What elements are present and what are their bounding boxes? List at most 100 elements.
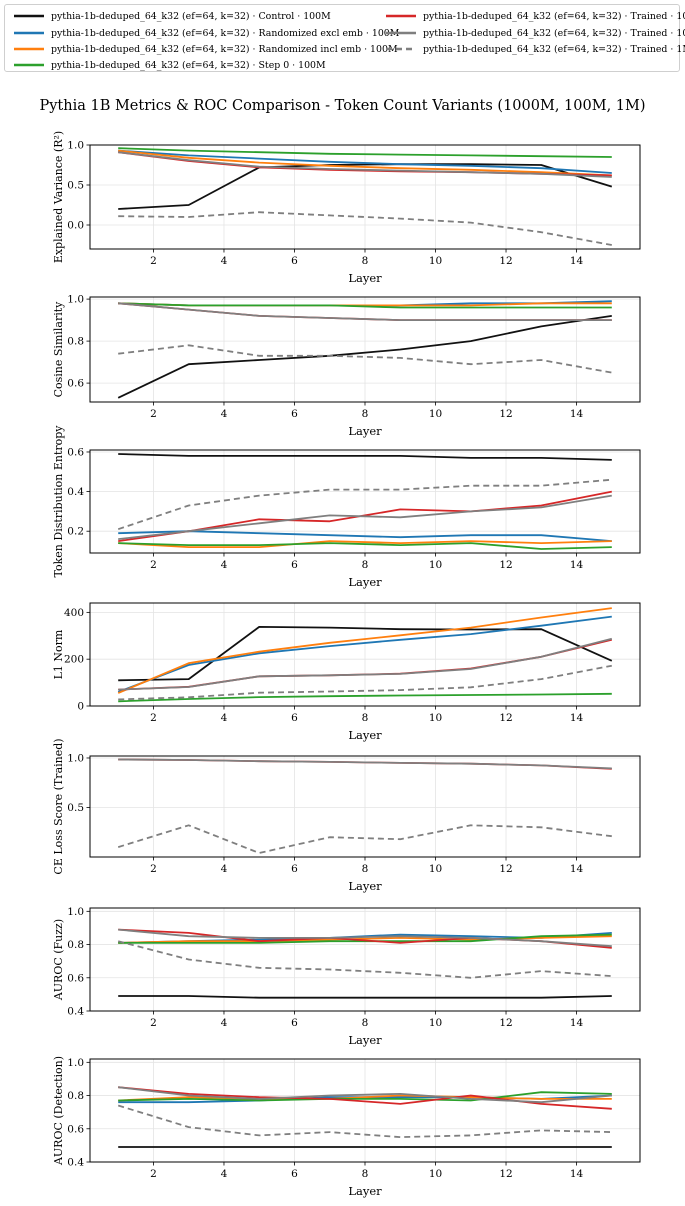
series-line <box>117 607 612 694</box>
series-line <box>117 315 612 399</box>
x-tick-label: 14 <box>570 255 584 267</box>
x-tick-label: 14 <box>570 408 584 420</box>
x-tick-label: 6 <box>291 408 298 420</box>
x-tick-label: 2 <box>150 863 157 875</box>
x-tick-label: 10 <box>429 408 442 420</box>
x-axis-label: Layer <box>348 1184 382 1198</box>
x-tick-label: 2 <box>150 1017 157 1029</box>
x-tick-label: 4 <box>221 712 228 724</box>
series-line <box>118 151 612 178</box>
x-tick-label: 6 <box>291 1168 298 1180</box>
chart-panel: 2 4 6 8 10 12 14 0.4 0.6 0.8 1.0 Layer AUROC (Fuzz) <box>52 906 641 1047</box>
x-axis-label: Layer <box>348 879 382 893</box>
series-line <box>118 211 612 246</box>
x-tick-label: 2 <box>150 408 157 420</box>
x-axis-label: Layer <box>348 1033 382 1047</box>
series-line <box>118 540 612 548</box>
x-tick-label: 8 <box>362 559 369 571</box>
x-tick-label: 4 <box>221 255 228 267</box>
series-line <box>118 1091 612 1102</box>
x-tick-label: 10 <box>429 1168 442 1180</box>
legend-entry: pythia-1b-deduped_64_k32 (ef=64, k=32) ·… <box>13 9 331 23</box>
legend-label: pythia-1b-deduped_64_k32 (ef=64, k=32) ·… <box>51 59 326 71</box>
chart-panel: 2 4 6 8 10 12 14 0.4 0.6 0.8 1.0 Layer AUROC (Detect… <box>52 1056 641 1198</box>
x-tick-label: 6 <box>291 712 298 724</box>
series-line <box>118 542 612 550</box>
x-tick-label: 10 <box>429 1017 442 1029</box>
series-line <box>118 1086 612 1104</box>
x-tick-label: 2 <box>150 1168 157 1180</box>
y-tick-label: 0.8 <box>67 1090 84 1102</box>
x-tick-label: 4 <box>221 1017 228 1029</box>
x-tick-label: 10 <box>429 255 442 267</box>
x-tick-label: 14 <box>570 1168 584 1180</box>
legend: pythia-1b-deduped_64_k32 (ef=64, k=32) ·… <box>4 4 685 72</box>
x-tick-label: 4 <box>221 863 228 875</box>
x-tick-label: 6 <box>291 559 298 571</box>
x-tick-label: 14 <box>570 1017 584 1029</box>
x-tick-label: 14 <box>570 559 584 571</box>
x-tick-label: 12 <box>499 408 512 420</box>
x-tick-label: 12 <box>499 255 512 267</box>
chart-panel: 2 4 6 8 10 12 14 0.6 0.8 1.0 Layer Cosine Similarit… <box>52 294 641 438</box>
y-tick-label: 1.0 <box>67 140 84 152</box>
y-tick-label: 0.4 <box>67 1006 84 1018</box>
series-line <box>118 302 612 322</box>
x-tick-label: 14 <box>570 712 584 724</box>
series-line <box>118 147 612 158</box>
series-line <box>117 478 612 531</box>
x-tick-label: 8 <box>362 863 369 875</box>
legend-entry: pythia-1b-deduped_64_k32 (ef=64, k=32) ·… <box>13 42 398 56</box>
x-tick-label: 8 <box>362 712 369 724</box>
x-tick-label: 12 <box>499 1168 512 1180</box>
legend-swatch-icon <box>386 14 416 18</box>
chart-panel: 2 4 6 8 10 12 14 0.2 0.4 0.6 Layer Token Distributi… <box>52 425 641 589</box>
x-tick-label: 2 <box>150 712 157 724</box>
series-line <box>118 149 612 174</box>
x-tick-label: 2 <box>150 559 157 571</box>
legend-label: pythia-1b-deduped_64_k32 (ef=64, k=32) ·… <box>423 43 685 55</box>
series-line <box>118 758 612 770</box>
legend-swatch-icon <box>14 14 44 18</box>
x-tick-label: 4 <box>221 1168 228 1180</box>
y-tick-label: 0 <box>77 701 84 713</box>
x-tick-label: 6 <box>291 1017 298 1029</box>
legend-swatch-icon <box>14 31 44 35</box>
series-line <box>118 637 613 691</box>
y-tick-label: 0.5 <box>67 802 84 814</box>
legend-entry: pythia-1b-deduped_64_k32 (ef=64, k=32) ·… <box>385 42 685 56</box>
legend-label: pythia-1b-deduped_64_k32 (ef=64, k=32) ·… <box>51 10 331 22</box>
y-tick-label: 0.0 <box>67 220 84 232</box>
series-line <box>118 1094 612 1102</box>
x-tick-label: 12 <box>499 712 512 724</box>
x-tick-label: 8 <box>362 408 369 420</box>
x-tick-label: 12 <box>499 559 512 571</box>
y-axis-label: Token Distribution Entropy <box>52 425 65 578</box>
chart-panel: 2 4 6 8 10 12 14 0 200 400 Layer L1 Norm <box>52 602 641 742</box>
x-axis-label: Layer <box>348 271 382 285</box>
y-tick-label: 200 <box>64 654 84 666</box>
y-tick-label: 0.8 <box>67 939 84 951</box>
series-line <box>118 928 612 948</box>
series-line <box>117 824 612 854</box>
y-axis-label: CE Loss Score (Trained) <box>52 738 65 874</box>
x-tick-label: 8 <box>362 255 369 267</box>
y-axis-label: Cosine Similarity <box>52 301 65 398</box>
series-line <box>118 302 612 309</box>
y-tick-label: 400 <box>64 607 84 619</box>
x-tick-label: 12 <box>499 863 512 875</box>
series-line <box>118 530 612 542</box>
y-tick-label: 0.6 <box>67 972 84 984</box>
legend-entry: pythia-1b-deduped_64_k32 (ef=64, k=32) ·… <box>385 26 685 40</box>
x-axis-label: Layer <box>348 424 382 438</box>
series-line <box>118 664 612 701</box>
legend-entry: pythia-1b-deduped_64_k32 (ef=64, k=32) ·… <box>13 26 399 40</box>
y-axis-label: Explained Variance (R²) <box>52 131 65 263</box>
y-tick-label: 1.0 <box>67 294 84 306</box>
y-tick-label: 0.2 <box>67 526 84 538</box>
series-line <box>118 995 612 999</box>
series-line <box>118 494 612 540</box>
y-tick-label: 0.6 <box>67 378 84 390</box>
x-tick-label: 10 <box>429 863 442 875</box>
